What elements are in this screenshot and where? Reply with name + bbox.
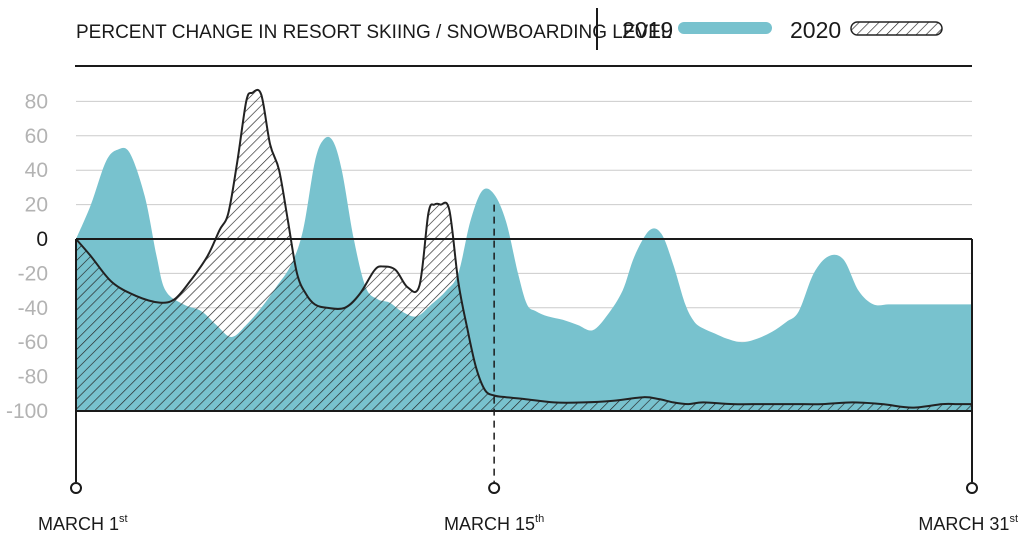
y-tick-label: 20 <box>25 194 48 217</box>
y-tick-label: -20 <box>18 262 48 285</box>
series-2020-area <box>76 89 972 412</box>
x-axis-marker-dot <box>70 482 82 494</box>
y-tick-label: -40 <box>18 297 48 320</box>
x-axis-labels: MARCH 1st MARCH 15th MARCH 31st <box>38 513 1018 534</box>
x-axis-label: MARCH 15th <box>444 513 544 534</box>
y-tick-label: -60 <box>18 331 48 354</box>
legend-label-2019: 2019 <box>622 17 673 43</box>
series-2020-line <box>75 88 972 409</box>
y-tick-label: 40 <box>25 159 48 182</box>
x-axis-marker-dot <box>488 482 501 494</box>
y-tick-label: 0 <box>36 228 48 251</box>
area-layer <box>75 88 972 412</box>
chart-title: PERCENT CHANGE IN RESORT SKIING / SNOWBO… <box>76 22 671 43</box>
y-tick-label: 60 <box>25 125 48 148</box>
legend-swatch-2019 <box>678 22 772 34</box>
legend-swatch-2020 <box>850 21 943 36</box>
y-tick-label: -80 <box>18 366 48 389</box>
x-axis-marker-dot <box>966 482 978 494</box>
x-axis-label: MARCH 31st <box>918 513 1018 534</box>
axis-layer <box>70 204 978 494</box>
y-axis-ticks: 80 60 40 20 0 -20 -40 -60 -80 -100 <box>6 90 48 423</box>
y-tick-label: 80 <box>25 90 48 113</box>
legend-label-2020: 2020 <box>790 17 841 43</box>
x-axis-label: MARCH 1st <box>38 513 128 534</box>
y-tick-label: -100 <box>6 400 48 423</box>
